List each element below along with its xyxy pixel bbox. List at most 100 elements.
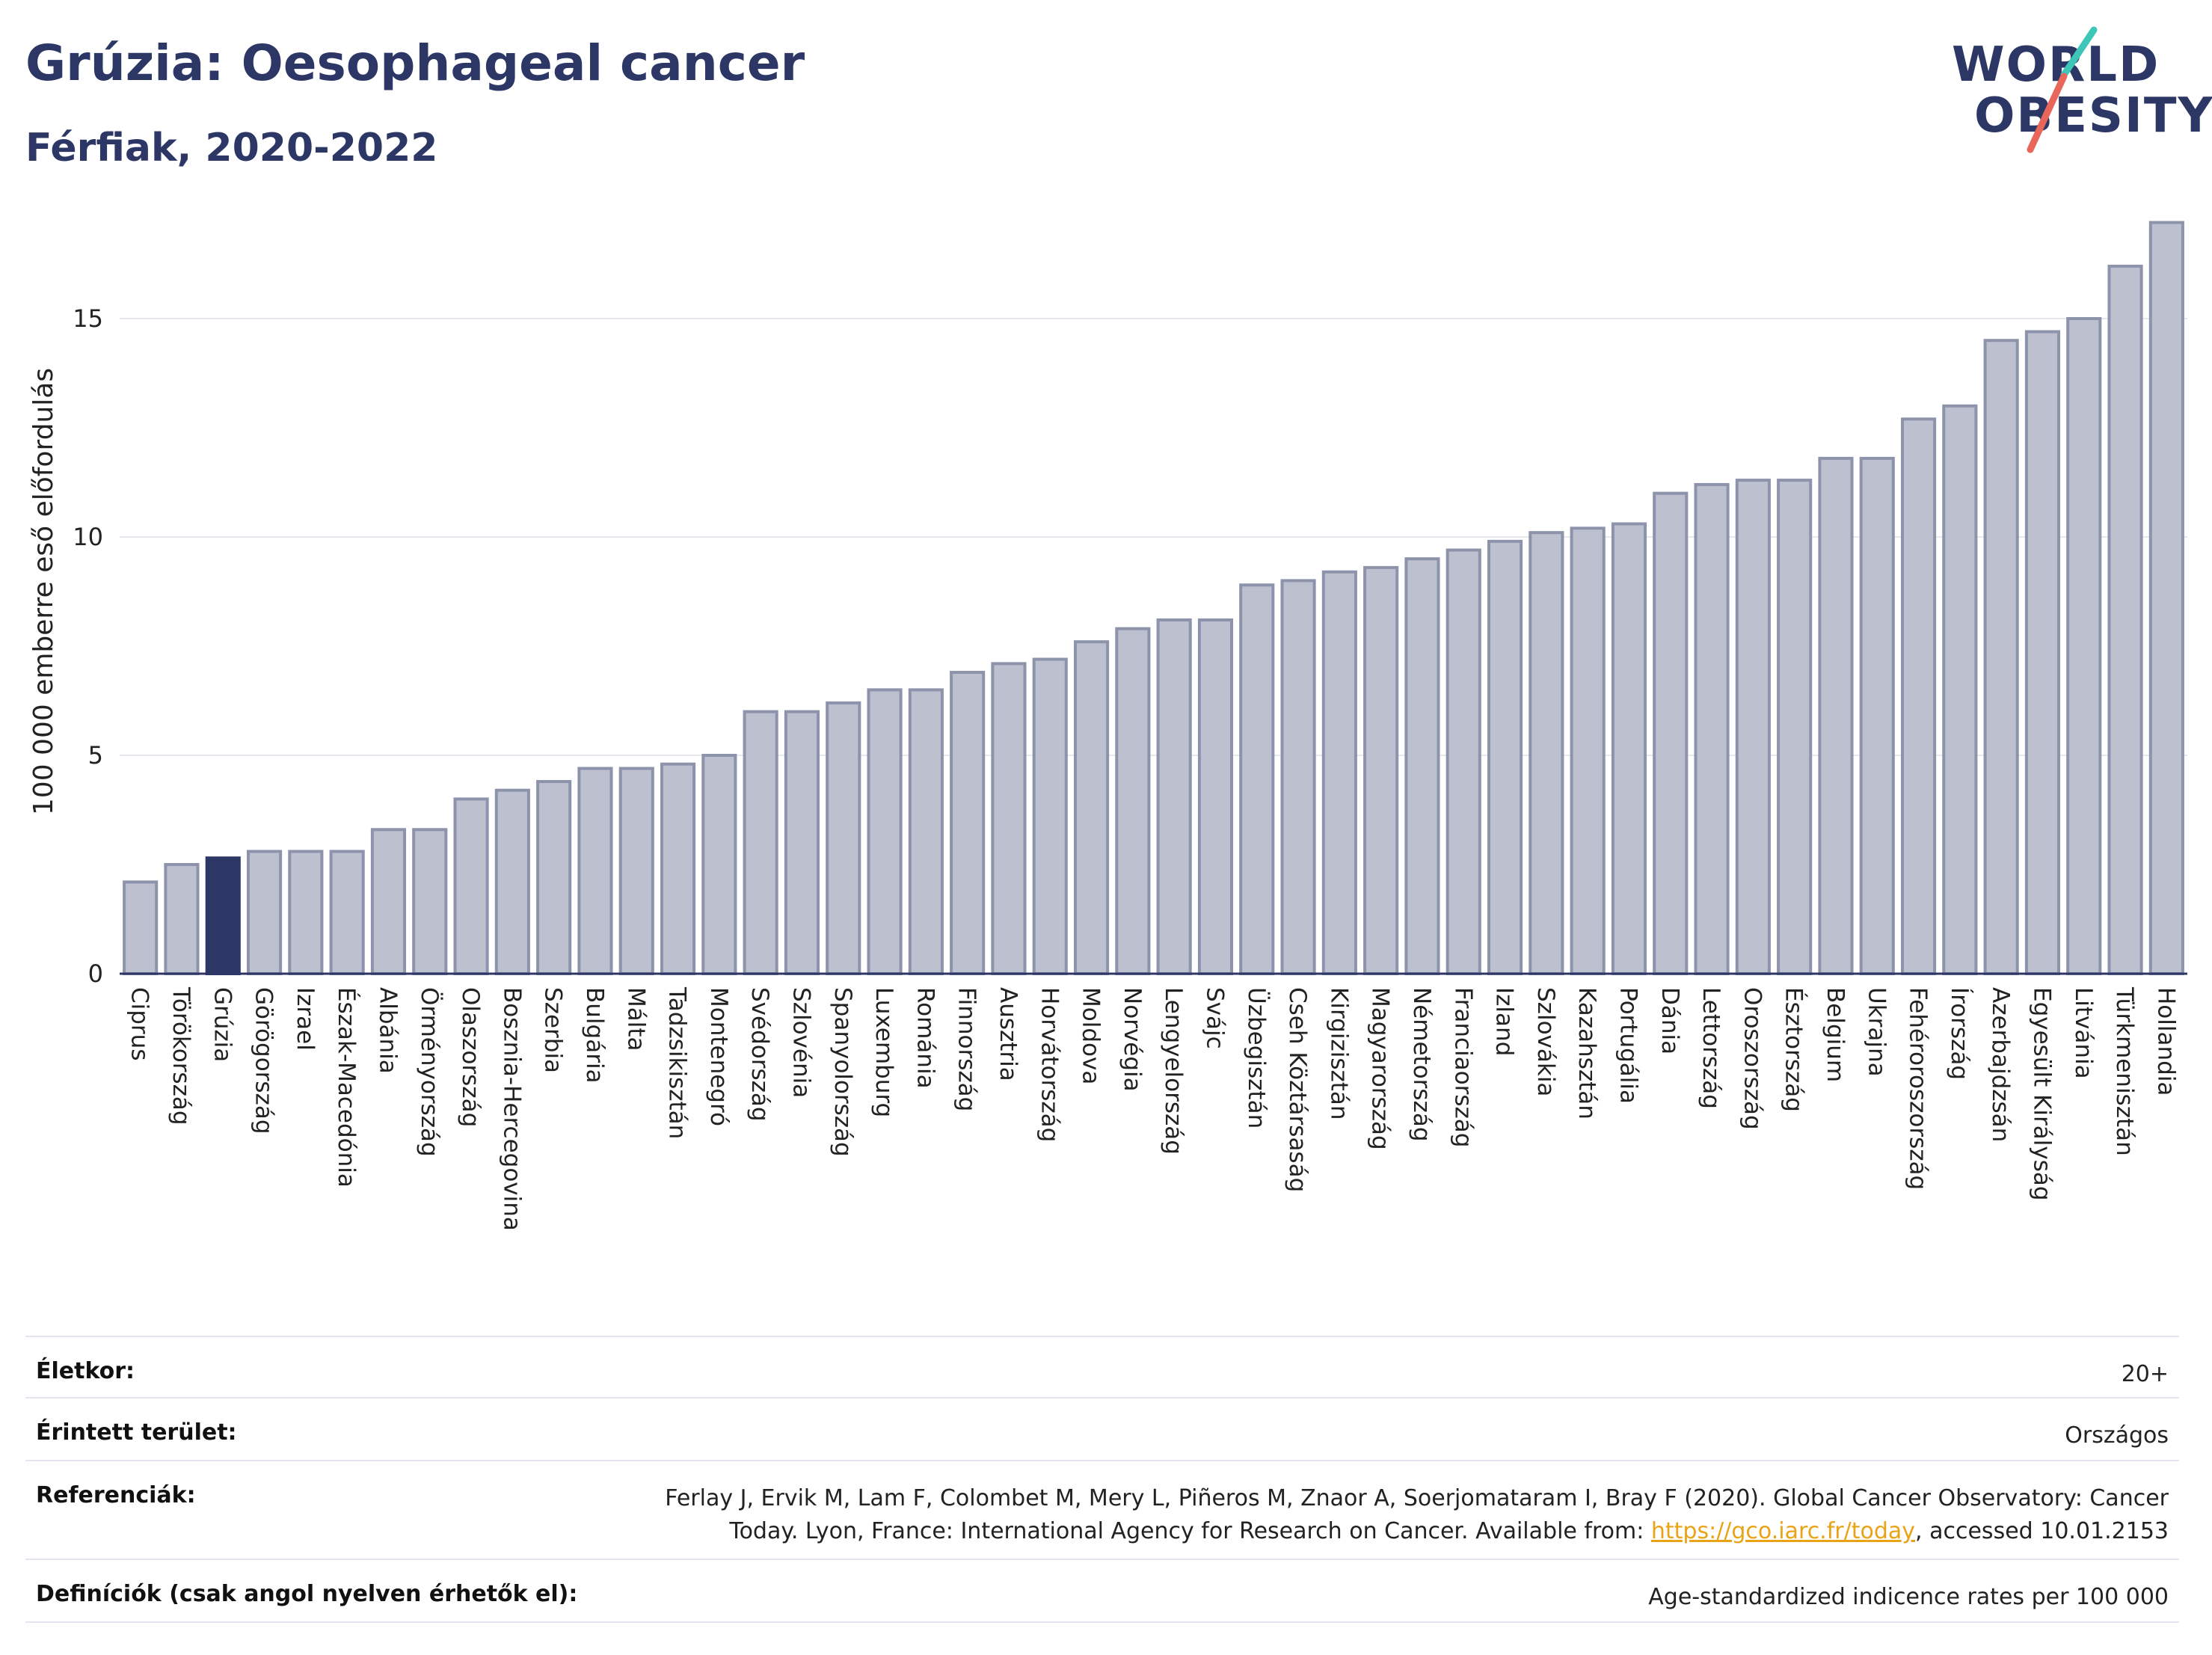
x-tick-label: Lengyelország — [1160, 987, 1187, 1155]
bar — [536, 780, 572, 975]
x-tick-label: Fehéroroszország — [1905, 987, 1932, 1190]
x-tick-label: Lettország — [1698, 987, 1724, 1109]
bar — [329, 850, 365, 975]
bar — [2148, 221, 2184, 975]
x-tick-label: Izrael — [292, 987, 319, 1051]
reference-line-1: Ferlay J, Ervik M, Lam F, Colombet M, Me… — [665, 1485, 2169, 1511]
bar — [453, 797, 489, 976]
x-tick-label: Luxemburg — [870, 987, 897, 1117]
x-tick-label: Cseh Köztársaság — [1284, 987, 1311, 1192]
y-tick-label: 10 — [73, 523, 103, 551]
x-tick-label: Svájc — [1201, 987, 1228, 1049]
x-tick-label: Üzbegisztán — [1243, 987, 1271, 1129]
bar — [1900, 417, 1937, 975]
x-tick-label: Egyesült Királyság — [2028, 987, 2055, 1201]
x-tick-label: Kirgizisztán — [1325, 987, 1352, 1120]
x-tick-label: Spanyolország — [829, 987, 856, 1157]
x-tick-label: Tadzsikisztán — [664, 986, 691, 1139]
bar — [164, 863, 200, 975]
x-tick-label: Montenegró — [705, 987, 732, 1126]
reference-link[interactable]: https://gco.iarc.fr/today — [1650, 1518, 1916, 1544]
bar — [246, 850, 283, 975]
x-tick-label: Azerbajdzsán — [1987, 987, 2014, 1142]
info-row-references: Referenciák: Ferlay J, Ervik M, Lam F, C… — [25, 1460, 2179, 1559]
bar — [1363, 565, 1399, 975]
x-tick-label: Málta — [622, 987, 649, 1051]
x-tick-label: Litvánia — [2070, 987, 2097, 1079]
info-row-age: Életkor: 20+ — [25, 1336, 2179, 1397]
x-tick-label: Olaszország — [457, 987, 484, 1127]
bar — [1032, 657, 1068, 976]
x-tick-label: Hollandia — [2152, 987, 2179, 1096]
logo-slash-icon — [2027, 26, 2098, 153]
info-row-area: Érintett terület: Országos — [25, 1397, 2179, 1460]
x-tick-label: Kazahsztán — [1573, 987, 1600, 1120]
bar — [1694, 482, 1730, 976]
bar — [494, 788, 530, 975]
bar — [743, 710, 778, 975]
bar — [1156, 618, 1192, 976]
x-tick-label: Belgium — [1822, 987, 1849, 1082]
bar — [1942, 404, 1978, 975]
x-tick-label: Görögország — [251, 987, 277, 1134]
info-label-area: Érintett terület: — [36, 1419, 237, 1446]
bar — [2066, 317, 2102, 975]
info-table: Életkor: 20+ Érintett terület: Országos … — [25, 1336, 2179, 1623]
info-row-definitions: Definíciók (csak angol nyelven érhetők e… — [25, 1559, 2179, 1623]
bar — [1818, 456, 1854, 975]
chart-subtitle: Férfiak, 2020-2022 — [25, 126, 438, 171]
reference-accessed: , accessed 10.01.2153 — [1915, 1518, 2169, 1544]
x-tick-label: Ukrajna — [1863, 987, 1890, 1077]
bar — [1529, 531, 1564, 976]
x-tick-label: Szlovákia — [1532, 987, 1559, 1096]
chart-title: Grúzia: Oesophageal cancer — [25, 34, 805, 92]
x-tick-label: Horvátország — [1036, 987, 1063, 1142]
x-tick-label: Oroszország — [1739, 987, 1766, 1130]
bar — [370, 828, 407, 976]
x-tick-label: Dánia — [1656, 987, 1683, 1054]
bar — [660, 762, 696, 975]
bar — [908, 688, 944, 976]
bar — [1446, 548, 1481, 975]
x-tick-label: Románia — [912, 987, 938, 1089]
logo-text-obesity: OBESITY — [1974, 88, 2212, 144]
x-tick-label: Szlovénia — [787, 987, 814, 1098]
bar — [1487, 539, 1523, 975]
x-tick-label: Svédország — [746, 987, 773, 1122]
bar — [123, 880, 159, 975]
x-tick-label: Észak-Macedónia — [333, 987, 360, 1188]
x-tick-label: Finnország — [953, 987, 980, 1111]
x-tick-label: Franciaország — [1449, 987, 1476, 1147]
x-tick-label: Türkmenisztán — [2111, 986, 2138, 1156]
bar — [1983, 339, 2019, 975]
bar — [1735, 479, 1771, 975]
x-tick-label: Ausztria — [995, 987, 1021, 1081]
bar — [1115, 627, 1151, 975]
x-tick-label: Németország — [1408, 987, 1435, 1142]
x-tick-label: Bulgária — [581, 987, 608, 1084]
reference-line-2-text: Today. Lyon, France: International Agenc… — [729, 1518, 1651, 1544]
y-tick-label: 5 — [88, 741, 103, 770]
info-value-area: Országos — [2065, 1422, 2169, 1449]
bar — [784, 710, 820, 975]
bar — [618, 767, 654, 976]
x-tick-label: Moldova — [1078, 987, 1105, 1084]
x-tick-label: Grúzia — [209, 987, 236, 1062]
info-label-definitions: Definíciók (csak angol nyelven érhetők e… — [36, 1581, 578, 1607]
bar — [1197, 618, 1234, 976]
x-tick-label: Norvégia — [1119, 987, 1146, 1092]
world-obesity-logo: WORLD OBESITY — [1952, 22, 2212, 157]
bar — [1239, 583, 1275, 975]
x-tick-label: Örményország — [416, 987, 443, 1157]
bar — [950, 671, 986, 975]
info-value-definitions: Age-standardized indicence rates per 100… — [1648, 1584, 2169, 1610]
logo-text-world: WORLD — [1952, 37, 2160, 93]
x-tick-label: Izland — [1491, 987, 1518, 1056]
bar — [1404, 557, 1440, 975]
x-tick-label: Írország — [1946, 987, 1973, 1080]
bar — [2024, 330, 2061, 975]
bar — [1570, 526, 1606, 975]
bar — [826, 701, 861, 975]
bar — [205, 856, 241, 975]
info-label-references: Referenciák: — [36, 1482, 196, 1508]
